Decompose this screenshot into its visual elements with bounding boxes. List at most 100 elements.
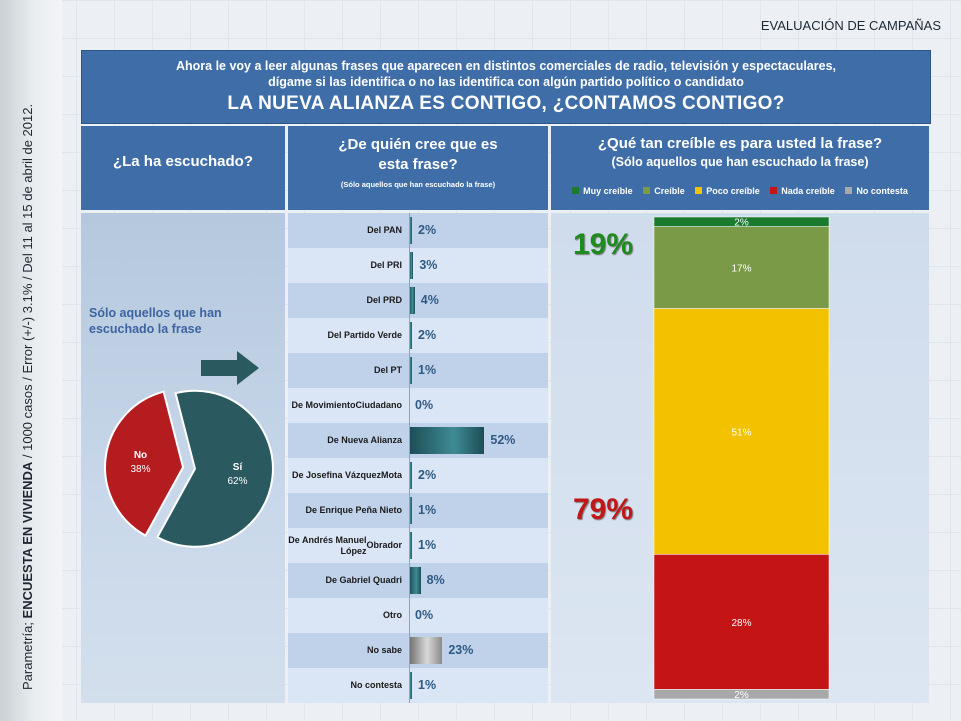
bar-value-label: 23% — [448, 643, 474, 657]
bar-category-label: Del PRI — [370, 260, 402, 270]
pie-value: 62% — [228, 476, 248, 487]
pie-label: Sí — [233, 462, 244, 473]
col1-title: ¿La ha escuchado? — [112, 153, 254, 170]
bar-value-label: 0% — [415, 608, 434, 622]
left-sidebar-decoration — [0, 0, 62, 721]
legend-item: Poco creíble — [695, 186, 760, 196]
pie-slice-no — [104, 390, 185, 537]
bar-category-label: No contesta — [350, 680, 402, 690]
bar-value-label: 1% — [418, 503, 437, 517]
bar — [409, 462, 412, 489]
credible-total: 19% — [573, 228, 634, 261]
bar-row: No sabe 23% — [288, 633, 548, 668]
bar-category-label: Del PAN — [367, 225, 402, 235]
bar — [409, 427, 485, 454]
bar-value-label: 0% — [415, 398, 434, 412]
bar — [409, 637, 443, 664]
bar-category-label: De Enrique Peña Nieto — [305, 505, 402, 515]
bar-row: Del PRD 4% — [288, 283, 548, 318]
bar-category-label: De Gabriel Quadri — [325, 575, 402, 585]
col2-title: ¿De quién cree que es esta frase? — [338, 136, 498, 173]
bar-category-label: Del PRD — [366, 295, 402, 305]
stack-value-label: 2% — [734, 218, 749, 229]
pie-slice-yes — [156, 389, 274, 548]
attribution-bar-chart: Del PAN 2% Del PRI 3% Del PRD 4% Del Partido V… — [288, 213, 548, 703]
bar — [409, 672, 412, 699]
bar-row: De Nueva Alianza 52% — [288, 423, 548, 458]
question-line-1: Ahora le voy a leer algunas frases que a… — [175, 59, 836, 73]
bar-row: Del PRI 3% — [288, 248, 548, 283]
bar-category-label: De Nueva Alianza — [327, 435, 402, 445]
col3-title: ¿Qué tan creíble es para usted la frase? — [597, 135, 883, 152]
stack-value-label: 2% — [734, 690, 749, 701]
bar — [409, 322, 412, 349]
stack-value-label: 51% — [731, 427, 751, 438]
bar-value-label: 52% — [490, 433, 516, 447]
bar-value-label: 3% — [419, 258, 438, 272]
arrow-right-icon — [201, 351, 259, 385]
bar-row: Otro 0% — [288, 598, 548, 633]
bar-value-label: 2% — [418, 328, 437, 342]
heard-note: Sólo aquellos que han escuchado la frase — [89, 306, 222, 336]
bar-axis — [409, 213, 410, 703]
col3-header: ¿Qué tan creíble es para usted la frase?… — [551, 126, 929, 210]
bar-value-label: 2% — [418, 223, 437, 237]
col1-header: ¿La ha escuchado? — [81, 126, 285, 210]
legend-item: No contesta — [845, 186, 908, 196]
bar — [409, 217, 412, 244]
bar — [409, 252, 414, 279]
bar-value-label: 1% — [418, 363, 437, 377]
credibility-legend: Muy creíble Creíble Poco creíble Nada cr… — [551, 186, 929, 196]
legend-item: Muy creíble — [572, 186, 633, 196]
campaign-phrase: LA NUEVA ALIANZA ES CONTIGO, ¿CONTAMOS C… — [227, 93, 785, 114]
question-line-2: dígame si las identifica o no las identi… — [268, 75, 744, 89]
bar-value-label: 2% — [418, 468, 437, 482]
pie-label: No — [134, 450, 147, 461]
bar-row: Del PT 1% — [288, 353, 548, 388]
bar — [409, 532, 412, 559]
bar-row: De Enrique Peña Nieto 1% — [288, 493, 548, 528]
stack-segment — [653, 308, 830, 555]
bar-category-label: De Josefina Vázquez Mota — [291, 470, 402, 480]
stack-segment — [653, 689, 830, 700]
credibility-stacked-bar: 2% 17% 51% 28% 2% — [653, 216, 830, 701]
bar-category-label: Del Partido Verde — [327, 330, 402, 340]
bar-row: No contesta 1% — [288, 668, 548, 703]
stack-segment — [653, 226, 830, 309]
not-credible-total: 79% — [573, 493, 634, 526]
bar-row: De Andrés Manuel López Obrador 1% — [288, 528, 548, 563]
survey-caption: Parametría; ENCUESTA EN VIVIENDA / 1000 … — [20, 103, 35, 690]
bar — [409, 497, 412, 524]
bar-row: Del PAN 2% — [288, 213, 548, 248]
stack-segment — [653, 554, 830, 690]
heard-panel: Sólo aquellos que han escuchado la frase… — [81, 213, 285, 703]
bar-row: Del Partido Verde 2% — [288, 318, 548, 353]
bar-category-label: Otro — [383, 610, 402, 620]
bar-category-label: Del PT — [373, 365, 402, 375]
bar-value-label: 4% — [420, 293, 439, 307]
bar-row: De Gabriel Quadri 8% — [288, 563, 548, 598]
section-title: EVALUACIÓN DE CAMPAÑAS — [760, 18, 941, 33]
bar-category-label: De Movimiento Ciudadano — [291, 400, 402, 410]
bar-category-label: No sabe — [366, 645, 402, 655]
col2-header: ¿De quién cree que es esta frase? (Sólo a… — [288, 126, 548, 210]
bar-category-label: De Andrés Manuel López Obrador — [288, 534, 402, 556]
stack-value-label: 17% — [731, 264, 751, 275]
bar-row: De Josefina Vázquez Mota 2% — [288, 458, 548, 493]
credibility-panel: 2% 17% 51% 28% 2% — [551, 213, 929, 703]
bar — [409, 357, 412, 384]
bar-row: De Movimiento Ciudadano 0% — [288, 388, 548, 423]
col2-note: (Sólo aquellos que han escuchado la fras… — [340, 180, 496, 189]
bar-value-label: 1% — [418, 678, 437, 692]
legend-item: Nada creíble — [770, 186, 835, 196]
stack-value-label: 28% — [731, 618, 751, 629]
bar-value-label: 8% — [426, 573, 445, 587]
legend-item: Creíble — [643, 186, 685, 196]
col3-note: (Sólo aquellos que han escuchado la fras… — [611, 155, 869, 169]
bar — [409, 567, 421, 594]
bar-value-label: 1% — [418, 538, 437, 552]
pie-value: 38% — [130, 464, 150, 475]
question-header: Ahora le voy a leer algunas frases que a… — [81, 50, 931, 124]
bar — [409, 287, 415, 314]
heard-pie-chart: Sí 62% No 38% — [104, 389, 274, 548]
